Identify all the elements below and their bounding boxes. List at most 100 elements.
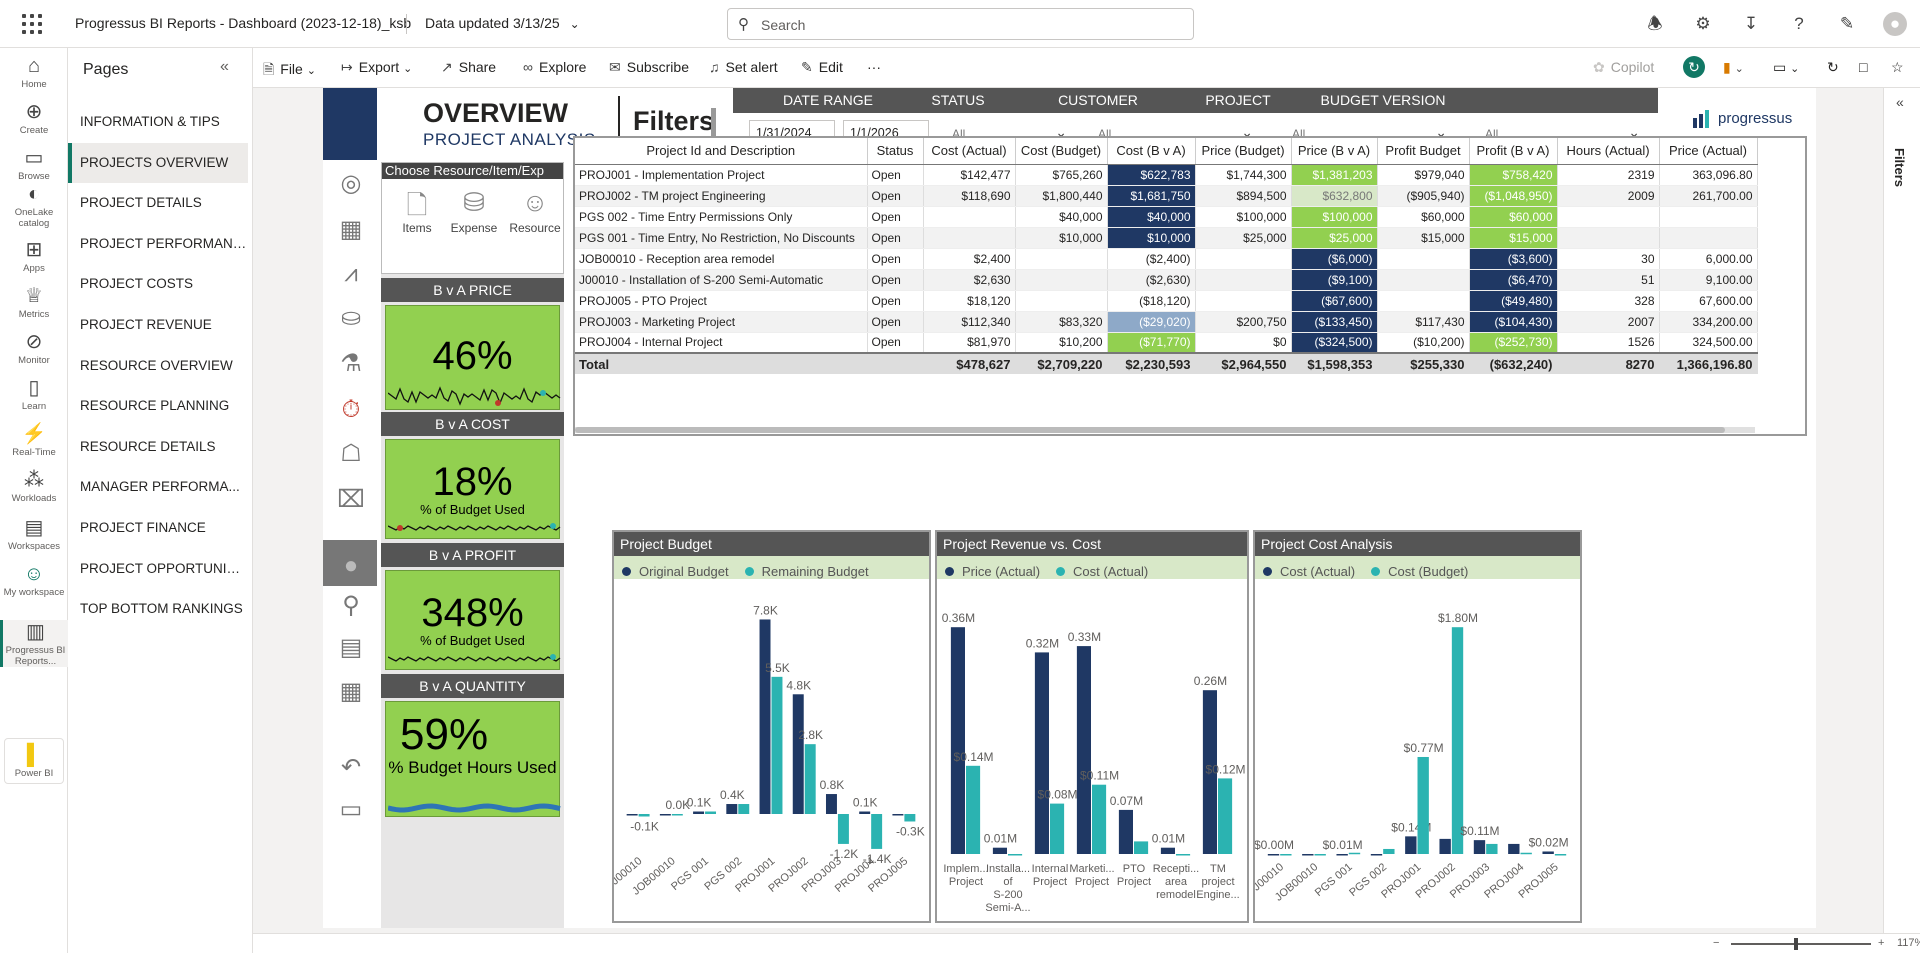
nav-realtime[interactable]: ⚡ Real-Time: [0, 422, 68, 458]
download-icon[interactable]: ↧: [1743, 14, 1759, 33]
bar-series-2[interactable]: [738, 804, 750, 814]
bar-series-1[interactable]: [659, 814, 671, 816]
bar-series-2[interactable]: [1417, 756, 1429, 854]
column-header[interactable]: Cost (B v A): [1107, 138, 1196, 165]
bar-series-2[interactable]: [1092, 784, 1107, 854]
page-item-12[interactable]: PROJECT OPPORTUNITIES: [80, 560, 248, 576]
expense-button[interactable]: ⛁ Expense: [450, 187, 498, 235]
bar-series-1[interactable]: [1370, 854, 1383, 856]
page-item-11[interactable]: PROJECT FINANCE: [80, 520, 206, 535]
search-box[interactable]: ⚲ Search: [727, 8, 1194, 40]
bar-series-1[interactable]: [1542, 851, 1554, 854]
table-row[interactable]: PROJ001 - Implementation Project Open $142…: [575, 164, 1758, 186]
page-item-7[interactable]: RESOURCE OVERVIEW: [80, 357, 233, 373]
zoom-slider-thumb[interactable]: [1794, 938, 1798, 950]
collapse-icon[interactable]: «: [220, 58, 229, 75]
bar-series-2[interactable]: [1554, 854, 1567, 856]
favorite-icon[interactable]: ☆: [1891, 59, 1904, 75]
bar-series-1[interactable]: [1336, 854, 1348, 856]
nav-home[interactable]: ⌂ Home: [0, 54, 68, 90]
bar-series-2[interactable]: [904, 814, 916, 822]
bar-series-1[interactable]: [950, 627, 965, 854]
filters-pane[interactable]: « Filters: [1883, 88, 1920, 933]
help-icon[interactable]: ?: [1794, 14, 1804, 33]
page-item-2[interactable]: PROJECTS OVERVIEW: [68, 142, 248, 183]
column-header[interactable]: Status: [867, 138, 924, 165]
page-item-8[interactable]: RESOURCE PLANNING: [80, 398, 230, 414]
subscribe-button[interactable]: ✉ Subscribe: [609, 59, 689, 75]
table-row[interactable]: PROJ005 - PTO Project Open $18,120 ($18,120…: [575, 290, 1758, 312]
clock-icon[interactable]: ⏱: [341, 396, 361, 423]
nav-monitor[interactable]: ⊘ Monitor: [0, 330, 68, 366]
bar-series-2[interactable]: [1383, 848, 1395, 854]
user-icon[interactable]: ●: [343, 552, 359, 579]
nav-learn[interactable]: ▯ Learn: [0, 376, 68, 412]
table-row[interactable]: PGS 002 - Time Entry Permissions Only Ope…: [575, 206, 1758, 228]
nav-workloads[interactable]: ⁂ Workloads: [0, 468, 68, 504]
nav-browse[interactable]: ▭ Browse: [0, 146, 68, 182]
bar-series-2[interactable]: [837, 814, 849, 844]
browser-icon[interactable]: ▤: [339, 634, 363, 661]
column-header[interactable]: Cost (Budget): [1015, 138, 1108, 165]
money-hand-icon[interactable]: ⛀: [340, 304, 362, 331]
bar-series-2[interactable]: [638, 814, 650, 817]
bar-series-2[interactable]: [1134, 841, 1149, 854]
table-row[interactable]: PGS 001 - Time Entry, No Restriction, No…: [575, 227, 1758, 249]
bar-series-2[interactable]: [1451, 627, 1464, 854]
page-item-13[interactable]: TOP BOTTOM RANKINGS: [80, 601, 243, 617]
bar-series-1[interactable]: [992, 847, 1007, 854]
bar-series-2[interactable]: [1008, 854, 1023, 856]
bar-series-1[interactable]: [1473, 840, 1486, 854]
export-menu[interactable]: ↦ Export ⌄: [341, 59, 413, 75]
bar-series-1[interactable]: [1508, 843, 1520, 854]
page-item-9[interactable]: RESOURCE DETAILS: [80, 438, 216, 454]
expand-filters-icon[interactable]: «: [1896, 94, 1904, 110]
clipboard-user-icon[interactable]: ☖: [340, 440, 362, 467]
bar-series-1[interactable]: [892, 814, 904, 816]
column-header[interactable]: Profit (B v A): [1469, 138, 1558, 165]
nav-my-workspace[interactable]: ☺ My workspace: [0, 562, 68, 598]
bar-series-1[interactable]: [1202, 690, 1217, 854]
comment-icon[interactable]: □: [1859, 59, 1868, 75]
column-header[interactable]: Price (B v A): [1291, 138, 1378, 165]
bar-series-2[interactable]: [1486, 843, 1498, 854]
bar-series-1[interactable]: [1118, 809, 1133, 854]
cost-hand-icon[interactable]: ⚗: [340, 350, 362, 377]
nav-powerbi[interactable]: ▌ Power BI: [4, 738, 64, 784]
bar-series-2[interactable]: [804, 744, 816, 814]
bar-series-2[interactable]: [1280, 854, 1292, 856]
bar-series-1[interactable]: [759, 619, 771, 814]
nav-report[interactable]: ▥ Progressus BI Reports...: [0, 620, 68, 667]
legend-item[interactable]: Price (Actual): [945, 564, 1048, 579]
bar-series-1[interactable]: [859, 811, 871, 814]
bar-series-1[interactable]: [1267, 854, 1280, 856]
bar-series-2[interactable]: [1050, 803, 1065, 854]
nav-metrics[interactable]: ♕ Metrics: [0, 284, 68, 320]
bar-series-2[interactable]: [871, 814, 883, 849]
column-header[interactable]: Price (Actual): [1659, 138, 1758, 165]
column-header[interactable]: Cost (Actual): [923, 138, 1016, 165]
scrollbar-thumb[interactable]: [575, 427, 1725, 433]
legend-item[interactable]: Cost (Actual): [1056, 564, 1156, 579]
bar-series-1[interactable]: [693, 811, 705, 814]
zoom-slider[interactable]: [1731, 938, 1871, 950]
table-row[interactable]: PROJ002 - TM project Engineering Open $118…: [575, 185, 1758, 207]
bar-series-1[interactable]: [825, 794, 837, 814]
refresh-status-icon[interactable]: ↻: [1683, 56, 1705, 78]
cash-register-icon[interactable]: ⌧: [337, 486, 365, 513]
legend-item[interactable]: Cost (Actual): [1263, 564, 1363, 579]
nav-workspaces[interactable]: ▤ Workspaces: [0, 516, 68, 552]
nav-onelake[interactable]: ◐ OneLake catalog: [0, 182, 68, 229]
avatar[interactable]: ●: [1883, 12, 1907, 36]
legend-item[interactable]: Cost (Budget): [1371, 564, 1476, 579]
legend-item[interactable]: Original Budget: [622, 564, 737, 579]
nav-create[interactable]: ⊕ Create: [0, 100, 68, 136]
table-row[interactable]: J00010 - Installation of S-200 Semi-Auto…: [575, 269, 1758, 291]
page-item-5[interactable]: PROJECT COSTS: [80, 276, 194, 292]
reload-icon[interactable]: ↻: [1827, 59, 1839, 75]
bar-series-1[interactable]: [1302, 854, 1314, 856]
bar-series-1[interactable]: [626, 814, 638, 816]
page-item-4[interactable]: PROJECT PERFORMANCE: [80, 235, 248, 251]
more-options-button[interactable]: ···: [867, 59, 881, 75]
bar-series-2[interactable]: [705, 811, 717, 814]
